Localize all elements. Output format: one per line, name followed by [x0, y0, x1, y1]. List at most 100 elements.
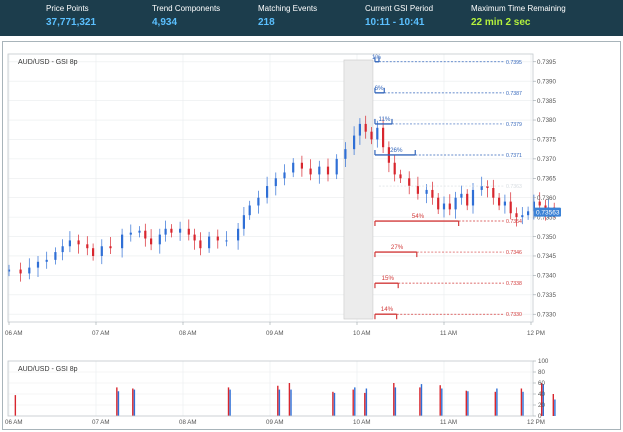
- candle-up: [532, 201, 535, 212]
- candle-down: [515, 213, 518, 218]
- candle-down: [486, 186, 489, 188]
- gsi-level-price: 0.7363: [506, 184, 522, 190]
- current-price-value: 0.73563: [536, 209, 560, 216]
- candle-up: [471, 189, 475, 206]
- candle-up: [164, 228, 167, 235]
- time-tick-label: 07 AM: [92, 330, 110, 337]
- candle-up: [358, 123, 361, 136]
- candle-up: [503, 201, 506, 206]
- stat-value: 22 min 2 sec: [471, 17, 531, 28]
- price-tick-label: 0.7350: [537, 234, 556, 241]
- stat-value: 4,934: [152, 17, 178, 28]
- candle-up: [318, 166, 321, 175]
- candle-down: [437, 197, 440, 210]
- volume-bar-up: [229, 389, 231, 416]
- price-tick-label: 0.7330: [537, 311, 556, 318]
- stat-current-gsi-period: Current GSI Period 10:11 - 10:41: [365, 4, 433, 30]
- gsi-level-price: 0.7338: [506, 281, 522, 287]
- candle-up: [100, 246, 103, 256]
- volume-bar-down: [132, 388, 134, 416]
- gsi-level-percent: 54%: [412, 213, 425, 220]
- volume-bar-down: [227, 387, 230, 416]
- price-tick-label: 0.7380: [537, 117, 556, 124]
- price-tick-label: 0.7345: [537, 253, 556, 260]
- volume-time-tick-label: 09 AM: [266, 419, 284, 426]
- candle-down: [382, 127, 385, 148]
- price-tick-label: 0.7360: [537, 195, 556, 202]
- current-price-tag: 0.73563: [534, 207, 561, 217]
- candle-down: [492, 188, 495, 198]
- volume-time-tick-label: 06 AM: [5, 419, 23, 426]
- gsi-level-price: 0.7379: [506, 122, 522, 128]
- stat-label: Price Points: [46, 4, 89, 13]
- volume-tick-label: 100: [538, 358, 549, 365]
- volume-plot-border: [7, 360, 534, 417]
- volume-bar-up: [394, 387, 397, 416]
- gsi-level-price: 0.7395: [506, 60, 522, 66]
- stat-trend-components: Trend Components 4,934: [152, 4, 220, 30]
- gsi-level-price: 0.7387: [506, 91, 522, 97]
- candle-up: [68, 240, 71, 247]
- price-tick-label: 0.7335: [537, 292, 556, 299]
- volume-bar-up: [278, 389, 281, 416]
- stat-label: Matching Events: [258, 4, 318, 13]
- price-tick-label: 0.7395: [537, 59, 556, 66]
- volume-bar-down: [393, 383, 395, 416]
- volume-bar-down: [552, 394, 554, 416]
- candle-down: [193, 234, 196, 241]
- volume-bar-down: [352, 389, 354, 416]
- price-axis: 0.7395 0.7390 0.7385 0.7380 0.7375 0.7370 0.73…: [533, 59, 556, 318]
- volume-bar-down: [364, 392, 366, 416]
- volume-tick-label: 80: [538, 369, 545, 376]
- volume-bar-up: [333, 392, 336, 416]
- candle-up: [521, 215, 524, 218]
- candle-down: [393, 162, 396, 175]
- gsi-level-percent: 11%: [378, 116, 390, 123]
- price-tick-label: 0.7385: [537, 98, 556, 105]
- stat-price-points: Price Points 37,771,321: [46, 4, 96, 30]
- gsi-level-percent: 26%: [390, 147, 403, 154]
- candle-up: [283, 172, 286, 179]
- candle-up: [129, 232, 132, 235]
- candle-up: [344, 149, 347, 159]
- volume-bar-up: [290, 389, 292, 416]
- candle-down: [370, 131, 373, 140]
- candle-up: [208, 236, 211, 249]
- candle-down: [408, 178, 411, 187]
- candle-up: [237, 228, 240, 241]
- volume-bars: [14, 383, 556, 416]
- candle-up: [274, 178, 277, 187]
- time-axis: 06 AM 07 AM 08 AM 09 AM 10 AM 11 AM 12 PM: [5, 322, 545, 337]
- price-plot-border: [7, 53, 534, 323]
- candle-up: [527, 211, 530, 216]
- candle-up: [248, 205, 251, 216]
- candle-down: [170, 228, 173, 233]
- candle-up: [138, 230, 141, 233]
- candle-down: [364, 123, 367, 132]
- time-tick-label: 11 AM: [440, 330, 457, 337]
- volume-time-axis: 06 AM 07 AM 08 AM 09 AM 10 AM 11 AM 12 PM: [5, 419, 545, 426]
- candle-down: [19, 269, 22, 274]
- candle-down: [187, 228, 190, 235]
- volume-bar-down: [332, 391, 334, 416]
- candle-up: [292, 162, 295, 173]
- candle-up: [36, 261, 40, 268]
- candle-up: [335, 158, 338, 175]
- candle-up: [442, 203, 446, 210]
- candle-down: [216, 236, 219, 241]
- candle-up: [158, 234, 161, 245]
- volume-bar-up: [496, 388, 498, 416]
- volume-time-tick-label: 12 PM: [527, 419, 545, 426]
- candle-up: [454, 197, 457, 210]
- gsi-level-percent: 1%: [372, 54, 381, 61]
- gsi-level-percent: 27%: [391, 244, 404, 251]
- candle-down: [326, 166, 330, 175]
- volume-bar-up: [354, 387, 356, 416]
- candle-down: [538, 201, 541, 206]
- candle-down: [199, 240, 202, 249]
- price-tick-label: 0.7370: [537, 156, 556, 163]
- gsi-window-shade: [343, 59, 374, 320]
- volume-bar-down: [465, 390, 467, 416]
